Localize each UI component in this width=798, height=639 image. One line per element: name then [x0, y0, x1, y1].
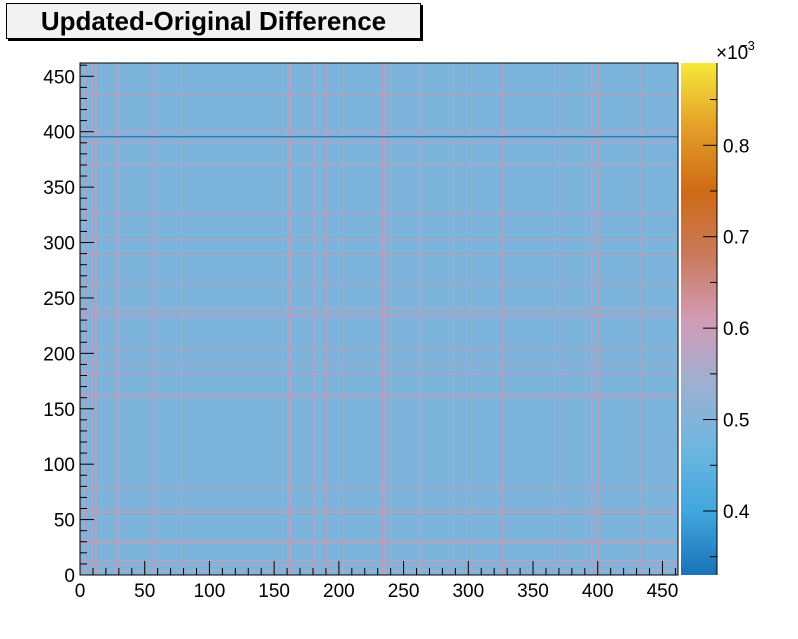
heatmap-row-stripe: [80, 540, 678, 542]
colorbar-tick-label: 0.8: [723, 136, 749, 157]
chart-title: Updated-Original Difference: [40, 5, 387, 36]
heatmap-row-stripe: [80, 542, 678, 544]
heatmap-row-stripe: [80, 212, 678, 214]
heatmap-column-stripe: [452, 63, 455, 575]
heatmap-column-stripe: [287, 63, 289, 575]
y-tick-label: 150: [43, 400, 75, 421]
heatmap-row-stripe: [80, 363, 678, 365]
colorbar-tick-label: 0.7: [723, 228, 749, 249]
heatmap-column-stripe: [314, 63, 316, 575]
y-tick-label: 50: [54, 511, 75, 532]
heatmap-column-stripe: [584, 63, 587, 575]
colorbar-tick-label: 0.5: [723, 411, 749, 432]
heatmap-background: [80, 63, 678, 575]
x-tick-label: 150: [258, 581, 290, 602]
heatmap-dark-row: [80, 136, 678, 138]
x-tick-label: 50: [134, 581, 155, 602]
heatmap-column-stripe: [95, 63, 97, 575]
heatmap-column-stripe: [470, 63, 473, 575]
heatmap-column-stripe: [419, 63, 421, 575]
colorbar-tick-label: 0.6: [723, 319, 749, 340]
heatmap-column-stripe: [152, 63, 154, 575]
heatmap-row-stripe: [80, 511, 678, 513]
heatmap-plot-area: [80, 63, 678, 575]
heatmap-column-stripe: [325, 63, 328, 575]
heatmap-column-stripe: [83, 63, 86, 575]
heatmap-column-stripe: [558, 63, 561, 575]
y-tick-label: 100: [43, 455, 75, 476]
x-tick-label: 350: [517, 581, 549, 602]
heatmap-row-stripe: [80, 394, 678, 396]
heatmap-column-stripe: [118, 63, 121, 575]
y-tick-label: 250: [43, 289, 75, 310]
heatmap-column-stripe: [289, 63, 291, 575]
colorbar-tick-label: 0.4: [723, 502, 750, 523]
heatmap-row-stripe: [80, 563, 678, 566]
y-tick-label: 350: [43, 178, 75, 199]
heatmap-column-stripe: [597, 63, 600, 575]
heatmap-row-stripe: [80, 283, 678, 285]
heatmap-row-stripe: [80, 254, 678, 256]
y-tick-label: 400: [43, 123, 75, 144]
colorbar-gradient: [681, 63, 717, 575]
x-tick-label: 450: [647, 581, 679, 602]
y-tick-label: 300: [43, 234, 75, 255]
colorbar-exponent-label: ×10: [716, 43, 748, 64]
heatmap-row-stripe: [80, 141, 678, 143]
y-tick-label: 200: [43, 344, 75, 365]
heatmap-row-stripe: [80, 487, 678, 489]
heatmap-row-stripe: [80, 163, 678, 165]
heatmap-row-stripe: [80, 509, 678, 511]
y-tick-label: 450: [43, 67, 75, 88]
x-tick-label: 100: [194, 581, 226, 602]
heatmap-column-stripe: [640, 63, 642, 575]
x-tick-label: 200: [323, 581, 355, 602]
heatmap-row-stripe: [80, 315, 678, 317]
plot-frame: [79, 62, 679, 576]
heatmap-row-stripe: [80, 570, 678, 572]
heatmap-column-stripe: [591, 63, 593, 575]
heatmap-row-stripe: [80, 396, 678, 398]
heatmap-column-stripe: [381, 63, 383, 575]
heatmap-column-stripe: [342, 63, 345, 575]
heatmap-column-stripe: [384, 63, 386, 575]
colorbar: 0.4 0.5 0.6 0.7 0.8 ×10−3: [681, 38, 755, 575]
heatmap-column-stripe: [390, 63, 392, 575]
heatmap-row-stripe: [80, 130, 678, 132]
x-tick-label: 300: [452, 581, 484, 602]
heatmap-row-stripe: [80, 560, 678, 562]
heatmap-row-stripe: [80, 239, 678, 241]
x-tick-label: 0: [75, 581, 86, 602]
chart-title-box: Updated-Original Difference: [6, 3, 421, 39]
heatmap-column-stripe: [116, 63, 118, 575]
heatmap-row-stripe: [80, 348, 678, 351]
heatmap-column-stripe: [180, 63, 183, 575]
heatmap-row-stripe: [80, 373, 678, 375]
heatmap-row-stripe: [80, 94, 678, 96]
heatmap-column-stripe: [155, 63, 157, 575]
colorbar-exponent: −3: [740, 38, 755, 53]
heatmap-row-stripe: [80, 307, 678, 310]
heatmap-column-stripe: [501, 63, 504, 575]
y-tick-label: 0: [64, 566, 75, 587]
x-tick-label: 400: [582, 581, 614, 602]
axes: 0 50 100 150 200 250 300 350 400 450 0 50 100 150 200 2…: [43, 62, 679, 602]
heatmap-column-stripe: [91, 63, 93, 575]
x-tick-label: 250: [388, 581, 420, 602]
heatmap-row-stripe: [80, 313, 678, 315]
